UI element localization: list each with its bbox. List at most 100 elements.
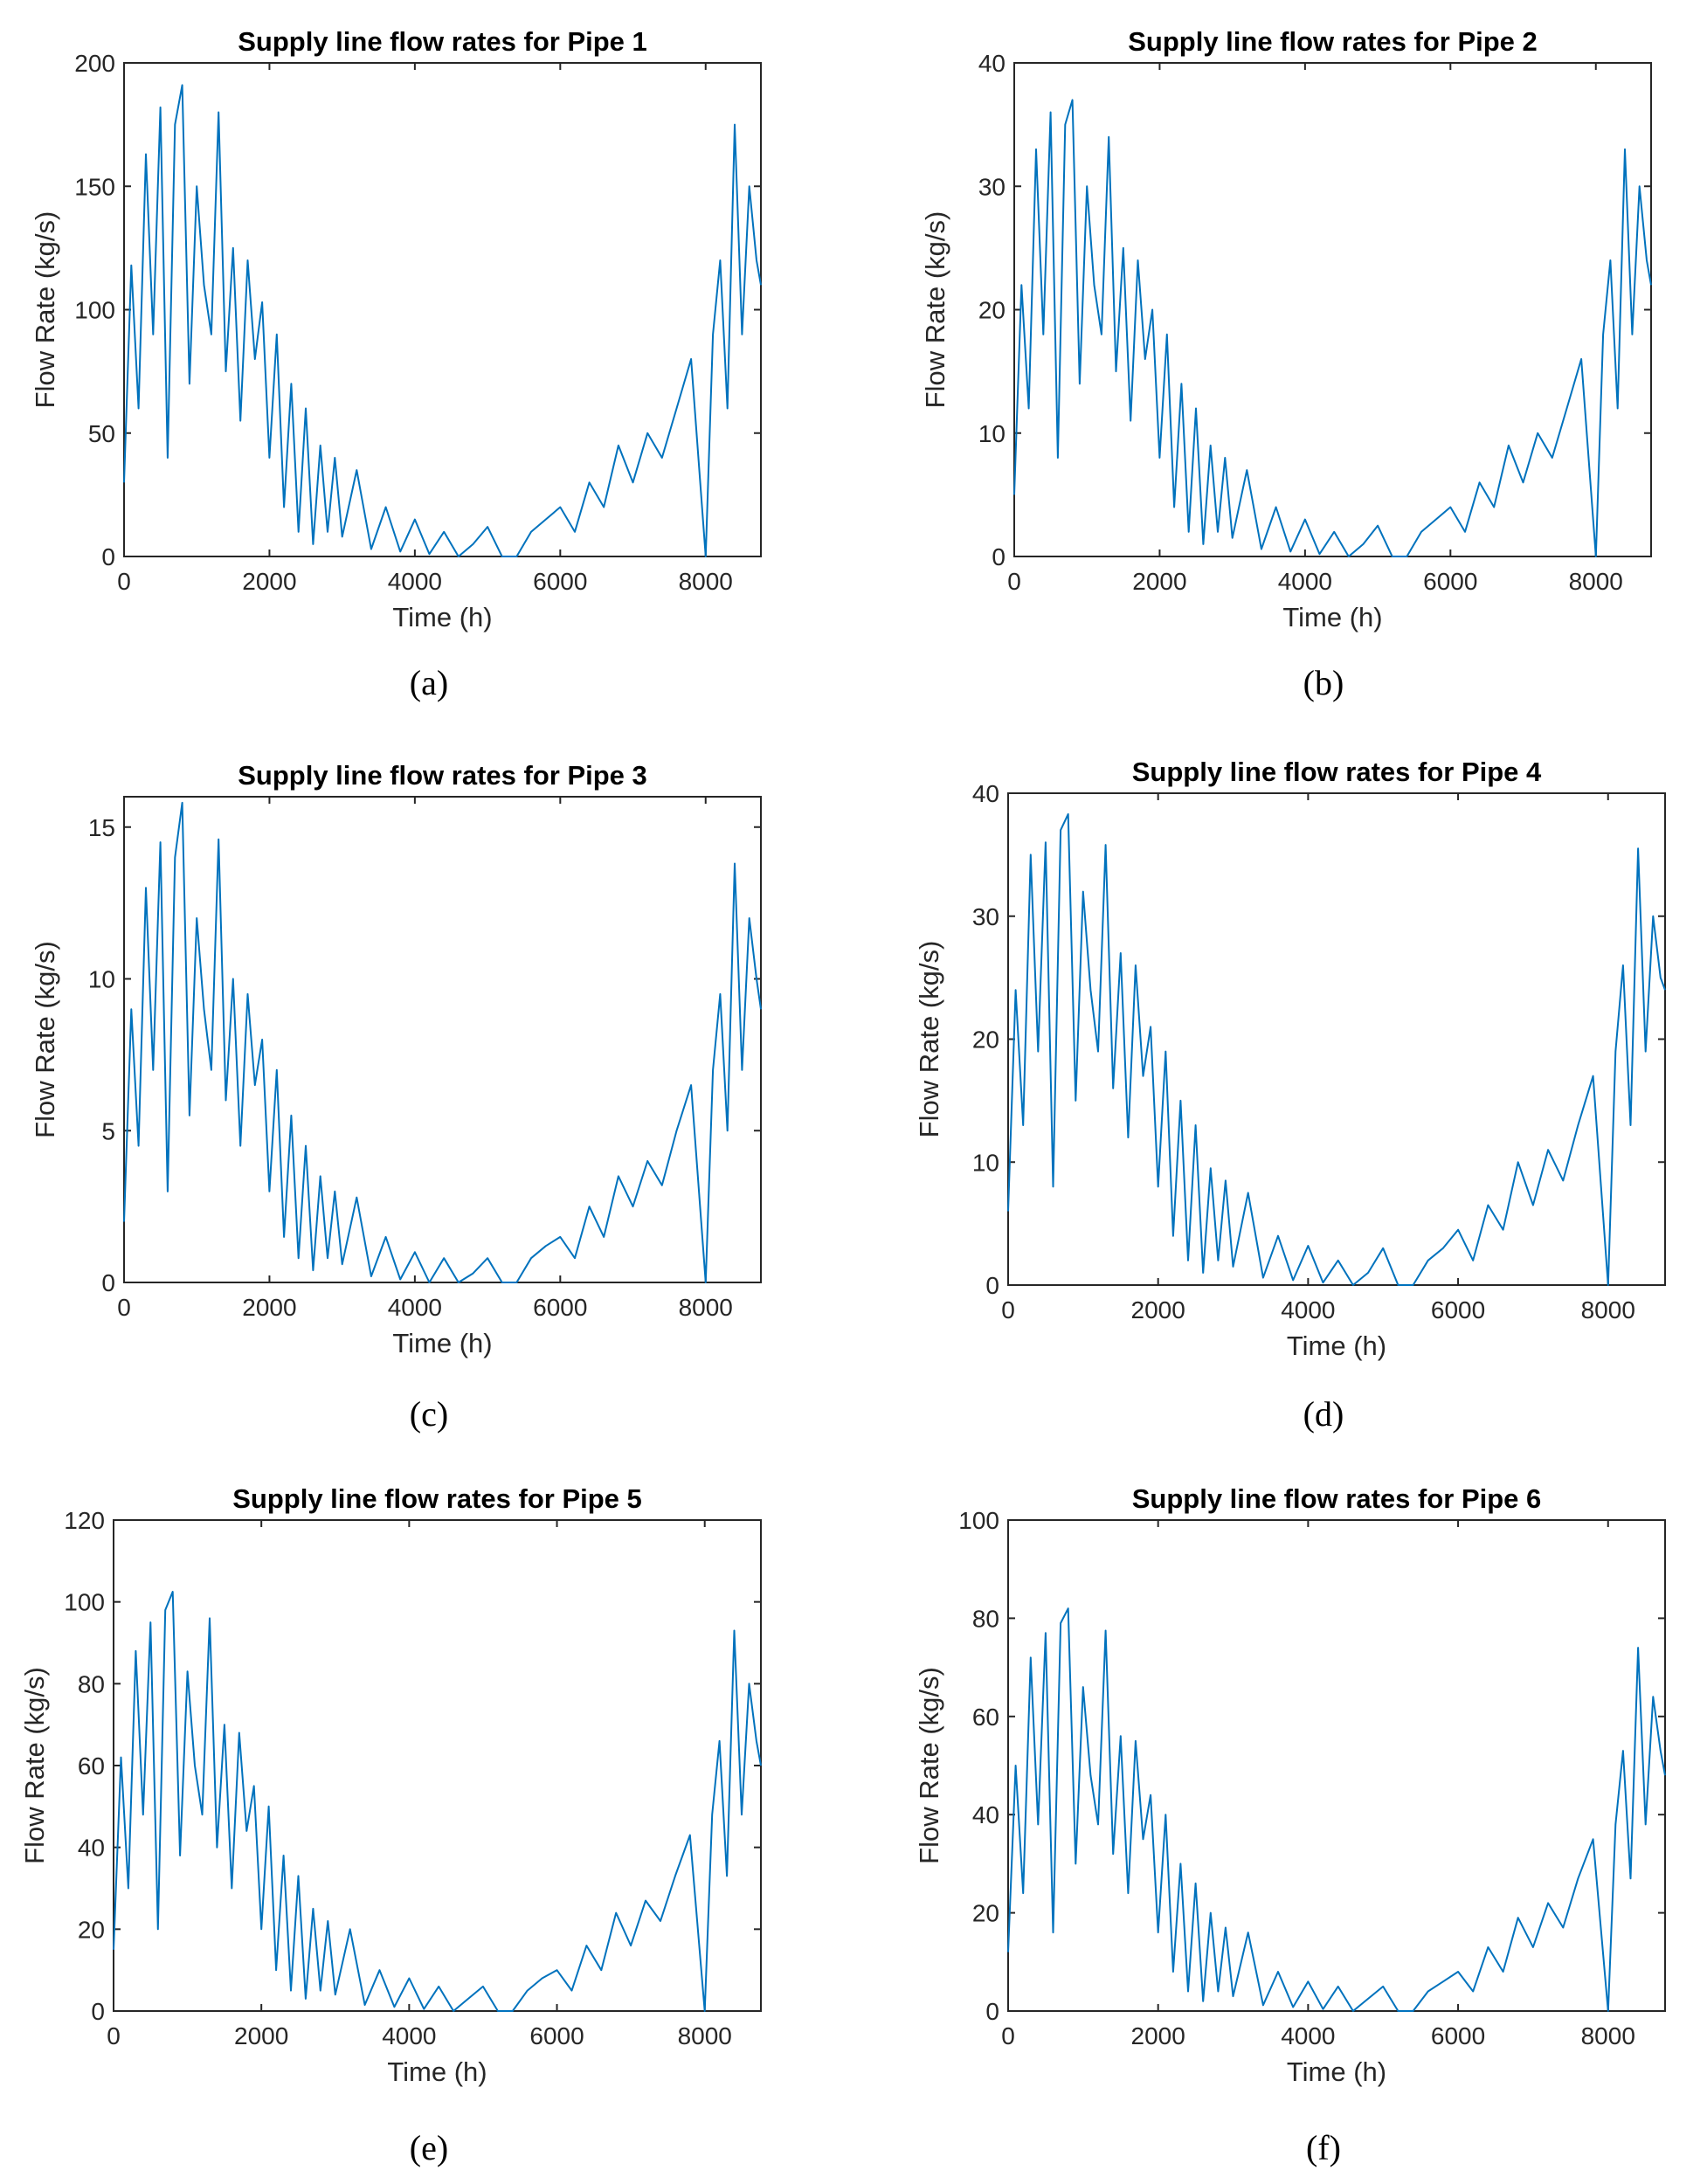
y-tick-label-c-2: 10 <box>88 966 115 993</box>
x-tick-label-f-2: 4000 <box>1281 2022 1335 2049</box>
plot-area-b <box>1013 62 1652 557</box>
y-tick-label-d-0: 0 <box>985 1272 999 1299</box>
y-tick-label-a-1: 50 <box>88 420 115 447</box>
y-tick-label-b-3: 30 <box>978 173 1006 200</box>
x-tick-label-c-4: 8000 <box>679 1294 733 1321</box>
y-tick-label-c-3: 15 <box>88 814 115 841</box>
y-tick-label-e-1: 20 <box>78 1916 105 1943</box>
x-tick-label-b-3: 6000 <box>1423 568 1477 595</box>
x-tick-label-d-3: 6000 <box>1431 1296 1485 1324</box>
plot-area-f <box>1007 1519 1666 2012</box>
series-line-b <box>1013 99 1652 557</box>
x-axis-label-d: Time (h) <box>1287 1330 1386 1361</box>
x-tick-label-e-0: 0 <box>107 2022 121 2049</box>
x-tick-label-c-1: 2000 <box>242 1294 296 1321</box>
y-tick-label-e-4: 80 <box>78 1670 105 1697</box>
y-axis-label-e: Flow Rate (kg/s) <box>19 1667 50 1864</box>
y-axis-label-b: Flow Rate (kg/s) <box>920 211 950 409</box>
y-tick-label-c-1: 5 <box>101 1117 115 1144</box>
y-tick-label-d-4: 40 <box>972 780 999 807</box>
x-tick-label-d-4: 8000 <box>1581 1296 1635 1324</box>
panel-c: Supply line flow rates for Pipe 3 0 2000 40… <box>30 760 762 1434</box>
y-tick-label-e-2: 40 <box>78 1835 105 1862</box>
y-tick-label-e-5: 100 <box>64 1589 105 1616</box>
y-tick-label-f-3: 60 <box>972 1704 999 1731</box>
y-tick-label-a-2: 100 <box>74 297 115 324</box>
panel-f: Supply line flow rates for Pipe 6 0 2000 40… <box>914 1483 1666 2167</box>
x-tick-label-e-2: 4000 <box>382 2022 436 2049</box>
panel-d: Supply line flow rates for Pipe 4 0 2000 40… <box>914 757 1666 1434</box>
x-tick-label-b-1: 2000 <box>1132 568 1186 595</box>
x-axis-label-a: Time (h) <box>392 602 492 632</box>
plot-area-e <box>113 1519 762 2012</box>
x-axis-label-c: Time (h) <box>392 1328 492 1358</box>
panel-b: Supply line flow rates for Pipe 2 0 2000 40… <box>920 26 1652 702</box>
y-tick-label-b-0: 0 <box>992 543 1006 570</box>
x-tick-label-b-0: 0 <box>1007 568 1021 595</box>
y-tick-label-f-4: 80 <box>972 1605 999 1632</box>
y-tick-label-b-2: 20 <box>978 297 1006 324</box>
series-line-e <box>113 1591 762 2012</box>
x-tick-label-c-0: 0 <box>117 1294 131 1321</box>
series-line-a <box>123 84 762 557</box>
x-tick-label-f-3: 6000 <box>1431 2022 1485 2049</box>
y-axis-label-d: Flow Rate (kg/s) <box>914 941 944 1138</box>
x-tick-label-d-2: 4000 <box>1281 1296 1335 1324</box>
chart-title-e: Supply line flow rates for Pipe 5 <box>232 1483 642 1514</box>
chart-title-d: Supply line flow rates for Pipe 4 <box>1132 757 1542 787</box>
y-tick-label-a-0: 0 <box>101 543 115 570</box>
x-tick-label-a-2: 4000 <box>388 568 442 595</box>
series-line-c <box>123 801 762 1283</box>
x-tick-label-e-3: 6000 <box>529 2022 584 2049</box>
y-axis-label-c: Flow Rate (kg/s) <box>30 941 60 1138</box>
y-tick-label-e-0: 0 <box>91 1998 105 2025</box>
caption-e: (e) <box>410 2128 448 2167</box>
x-axis-label-f: Time (h) <box>1287 2056 1386 2087</box>
panel-e: Supply line flow rates for Pipe 5 0 2000 40… <box>19 1483 762 2167</box>
panel-a: Supply line flow rates for Pipe 10 2000 40… <box>30 26 762 702</box>
series-line-d <box>1007 812 1666 1286</box>
chart-title-a: Supply line flow rates for Pipe 1 <box>238 26 647 57</box>
caption-a: (a) <box>410 663 448 702</box>
x-tick-label-a-4: 8000 <box>679 568 733 595</box>
x-tick-label-a-3: 6000 <box>533 568 587 595</box>
y-tick-label-f-1: 20 <box>972 1900 999 1927</box>
y-tick-label-b-1: 10 <box>978 420 1006 447</box>
x-tick-label-f-4: 8000 <box>1581 2022 1635 2049</box>
x-tick-label-a-1: 2000 <box>242 568 296 595</box>
x-tick-label-b-2: 4000 <box>1278 568 1332 595</box>
y-tick-label-f-2: 40 <box>972 1801 999 1828</box>
y-tick-label-d-2: 20 <box>972 1026 999 1054</box>
y-tick-label-f-0: 0 <box>985 1998 999 2025</box>
caption-c: (c) <box>410 1394 448 1434</box>
x-tick-label-b-4: 8000 <box>1569 568 1623 595</box>
y-tick-label-e-3: 60 <box>78 1752 105 1780</box>
x-tick-label-d-1: 2000 <box>1131 1296 1185 1324</box>
x-tick-label-e-4: 8000 <box>678 2022 732 2049</box>
x-tick-label-c-3: 6000 <box>533 1294 587 1321</box>
y-tick-label-c-0: 0 <box>101 1269 115 1296</box>
y-axis-label-a: Flow Rate (kg/s) <box>30 211 60 409</box>
x-tick-label-a-0: 0 <box>117 568 131 595</box>
chart-title-b: Supply line flow rates for Pipe 2 <box>1128 26 1538 57</box>
x-tick-label-f-1: 2000 <box>1131 2022 1185 2049</box>
y-axis-label-f: Flow Rate (kg/s) <box>914 1667 944 1864</box>
x-tick-label-c-2: 4000 <box>388 1294 442 1321</box>
caption-b: (b) <box>1303 663 1344 702</box>
y-tick-label-e-6: 120 <box>64 1507 105 1534</box>
plot-area-d <box>1007 792 1666 1286</box>
y-tick-label-d-3: 30 <box>972 903 999 930</box>
chart-title-c: Supply line flow rates for Pipe 3 <box>238 760 647 791</box>
y-tick-label-a-4: 200 <box>74 50 115 77</box>
y-tick-label-b-4: 40 <box>978 50 1006 77</box>
caption-d: (d) <box>1303 1394 1344 1434</box>
y-tick-label-a-3: 150 <box>74 173 115 200</box>
x-axis-label-b: Time (h) <box>1282 602 1382 632</box>
chart-title-f: Supply line flow rates for Pipe 6 <box>1132 1483 1542 1514</box>
y-tick-label-d-1: 10 <box>972 1149 999 1176</box>
x-tick-label-f-0: 0 <box>1001 2022 1015 2049</box>
caption-f: (f) <box>1306 2128 1341 2167</box>
x-axis-label-e: Time (h) <box>387 2056 487 2087</box>
x-tick-label-d-0: 0 <box>1001 1296 1015 1324</box>
